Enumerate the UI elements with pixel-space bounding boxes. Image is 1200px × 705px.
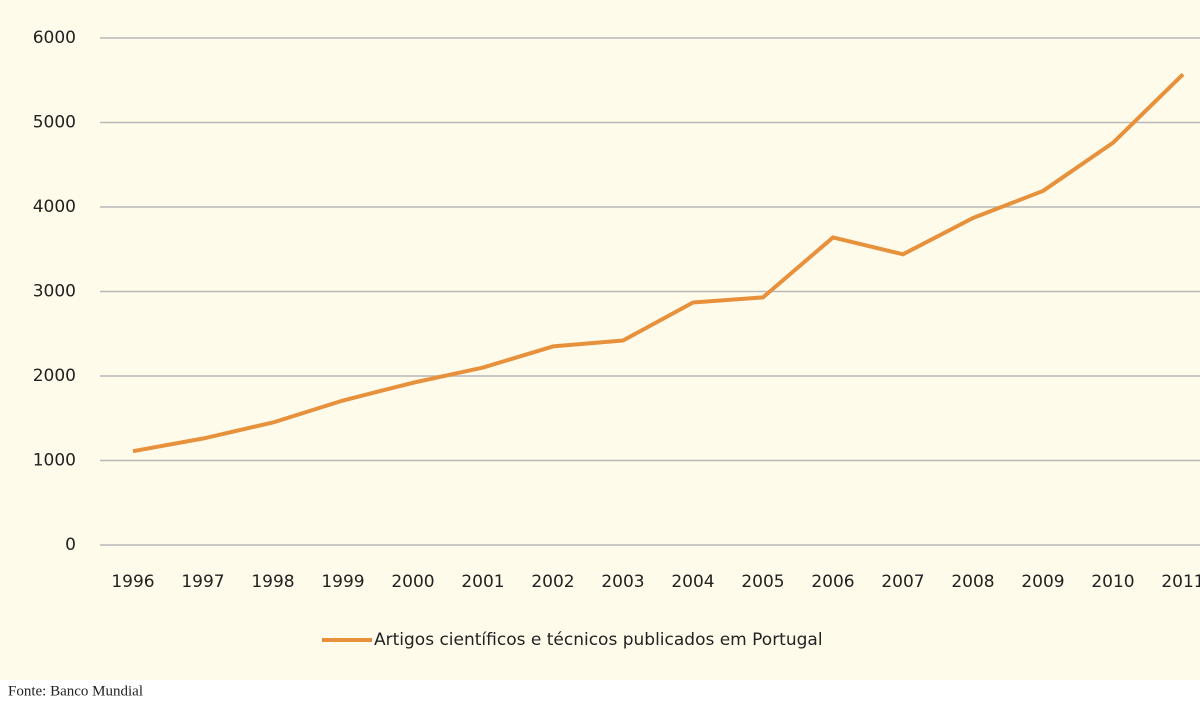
x-tick-label: 2008 xyxy=(951,572,994,592)
y-tick-label: 2000 xyxy=(33,366,76,386)
x-tick-label: 2001 xyxy=(461,572,504,592)
y-tick-label: 0 xyxy=(65,535,76,555)
x-tick-label: 2007 xyxy=(881,572,924,592)
y-tick-label: 1000 xyxy=(33,451,76,471)
x-tick-label: 2009 xyxy=(1021,572,1064,592)
y-tick-label: 4000 xyxy=(33,197,76,217)
y-tick-label: 6000 xyxy=(33,28,76,48)
legend-label: Artigos científicos e técnicos publicado… xyxy=(374,630,823,650)
x-tick-label: 2006 xyxy=(811,572,854,592)
x-tick-label: 2004 xyxy=(671,572,714,592)
background xyxy=(0,0,1200,680)
x-tick-label: 2003 xyxy=(601,572,644,592)
x-tick-label: 1996 xyxy=(111,572,154,592)
y-tick-label: 5000 xyxy=(33,113,76,133)
y-tick-label: 3000 xyxy=(33,282,76,302)
x-tick-label: 2000 xyxy=(391,572,434,592)
data-line xyxy=(132,72,1185,454)
x-tick-label: 2011 xyxy=(1161,572,1200,592)
x-tick-label: 2002 xyxy=(531,572,574,592)
source: Fonte: Banco Mundial xyxy=(8,683,143,699)
x-tick-label: 2005 xyxy=(741,572,784,592)
x-tick-label: 1999 xyxy=(321,572,364,592)
x-tick-label: 2010 xyxy=(1091,572,1134,592)
x-tick-label: 1997 xyxy=(181,572,224,592)
x-tick-label: 1998 xyxy=(251,572,294,592)
